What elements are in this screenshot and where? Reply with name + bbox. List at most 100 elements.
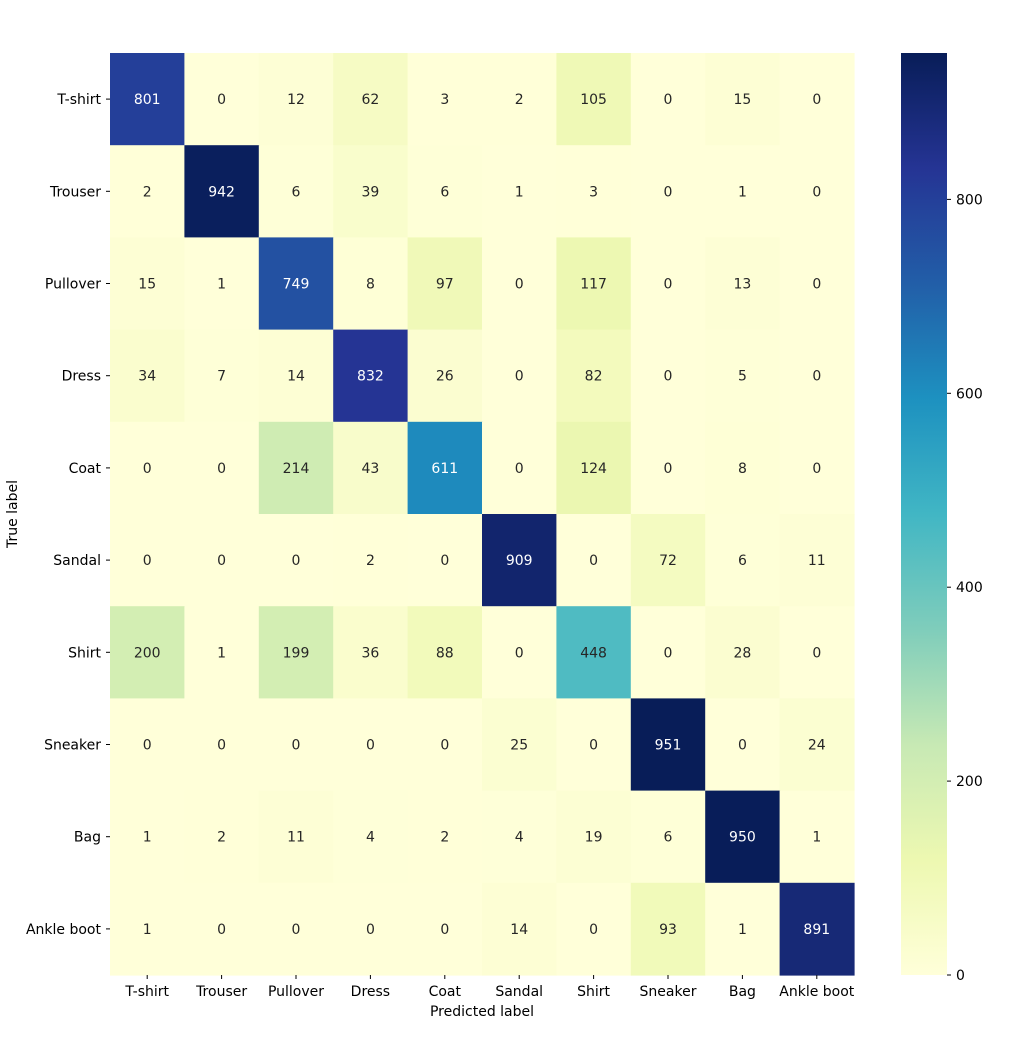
cell-value-label: 0 — [664, 369, 673, 385]
heatmap-cell — [258, 237, 334, 331]
cell-value-label: 951 — [655, 738, 682, 754]
cell-value-label: 82 — [585, 369, 603, 385]
cell-value-label: 1 — [738, 184, 747, 200]
heatmap-cell — [779, 514, 855, 607]
cell-value-label: 0 — [812, 92, 821, 108]
y-tick-labels: T-shirt Trouser Pullover Dress Coat Sandal Shi… — [26, 92, 110, 938]
heatmap-cell — [556, 514, 632, 607]
heatmap-cell — [705, 698, 781, 792]
x-tick-label: Ankle boot — [779, 984, 855, 1000]
x-tick-labels: T-shirt Trouser Pullover Dress Coat Sandal Shi… — [124, 975, 855, 1000]
heatmap-cell — [630, 882, 706, 976]
heatmap-cell — [705, 421, 781, 515]
heatmap-cell — [407, 53, 483, 146]
y-tick-label: Trouser — [49, 184, 101, 200]
x-tick-label: Pullover — [268, 984, 324, 1000]
heatmap-cell — [407, 698, 483, 792]
heatmap-cell — [184, 421, 260, 515]
cell-value-label: 0 — [664, 461, 673, 477]
heatmap-cell — [333, 790, 409, 884]
heatmap-cell — [184, 790, 260, 884]
cell-value-label: 0 — [292, 738, 301, 754]
cell-value-label: 0 — [217, 92, 226, 108]
cell-value-label: 14 — [510, 922, 528, 938]
heatmap-cell — [482, 237, 557, 331]
cell-value-label: 2 — [366, 553, 375, 569]
heatmap-cell — [184, 145, 260, 238]
heatmap-cell — [630, 698, 706, 792]
heatmap-cell — [630, 514, 706, 607]
heatmap-cell — [779, 329, 855, 423]
heatmap-cell — [705, 329, 781, 423]
cell-value-label: 0 — [440, 922, 449, 938]
cell-value-label: 0 — [217, 553, 226, 569]
cell-value-label: 39 — [361, 184, 379, 200]
heatmap-cell — [779, 698, 855, 792]
cell-value-label: 0 — [812, 184, 821, 200]
colorbar-tick-label: 800 — [956, 192, 983, 208]
heatmap-cell — [333, 606, 409, 699]
colorbar-tick-label: 600 — [956, 386, 983, 402]
heatmap-cell — [556, 145, 632, 238]
heatmap-cell — [705, 145, 781, 238]
cell-value-label: 36 — [361, 645, 379, 661]
cell-value-label: 0 — [515, 645, 524, 661]
cell-value-label: 2 — [143, 184, 152, 200]
cell-value-label: 72 — [659, 553, 677, 569]
cell-value-label: 0 — [664, 92, 673, 108]
cell-value-label: 199 — [283, 645, 310, 661]
cell-value-label: 942 — [208, 184, 235, 200]
cell-value-label: 0 — [664, 184, 673, 200]
cell-value-label: 5 — [738, 369, 747, 385]
cell-value-label: 93 — [659, 922, 677, 938]
colorbar-ticks: 0 200 400 600 800 — [947, 192, 983, 984]
heatmap-cell — [258, 329, 334, 423]
heatmap-cell — [556, 237, 632, 331]
heatmap-cell — [779, 145, 855, 238]
heatmap-cell — [630, 329, 706, 423]
heatmap-cell — [482, 514, 557, 607]
heatmap-cell — [482, 421, 557, 515]
heatmap-cell — [630, 145, 706, 238]
heatmap-cell — [110, 145, 185, 238]
cell-value-label: 611 — [431, 461, 458, 477]
cell-value-label: 105 — [580, 92, 607, 108]
cell-value-label: 88 — [436, 645, 454, 661]
heatmap-cell — [407, 145, 483, 238]
y-tick-label: Shirt — [68, 645, 101, 661]
heatmap-cell — [258, 421, 334, 515]
cell-value-label: 448 — [580, 645, 607, 661]
heatmap-cell — [407, 882, 483, 976]
cell-value-label: 0 — [812, 461, 821, 477]
heatmap-cell — [556, 421, 632, 515]
colorbar-tick-label: 0 — [956, 968, 965, 984]
cell-value-label: 0 — [440, 553, 449, 569]
y-tick-label: T-shirt — [56, 92, 101, 108]
cell-value-label: 1 — [812, 830, 821, 846]
cell-value-label: 3 — [589, 184, 598, 200]
cell-value-label: 6 — [440, 184, 449, 200]
heatmap-cell — [705, 882, 781, 976]
cell-value-label: 6 — [738, 553, 747, 569]
heatmap-cell — [333, 698, 409, 792]
heatmap-cell — [110, 698, 185, 792]
x-tick-label: Shirt — [577, 984, 610, 1000]
heatmap-cell — [407, 514, 483, 607]
heatmap-cell — [630, 606, 706, 699]
heatmap-cell — [110, 790, 185, 884]
x-tick-label: Sneaker — [640, 984, 697, 1000]
cell-value-label: 15 — [138, 277, 156, 293]
x-tick-label: Coat — [429, 984, 462, 1000]
cell-value-label: 1 — [515, 184, 524, 200]
cell-value-label: 0 — [515, 369, 524, 385]
heatmap-cell — [184, 53, 260, 146]
cell-value-label: 0 — [292, 922, 301, 938]
cell-value-label: 200 — [134, 645, 161, 661]
heatmap-cell — [258, 790, 334, 884]
cell-value-label: 6 — [664, 830, 673, 846]
heatmap-cell — [258, 606, 334, 699]
cell-value-label: 11 — [287, 830, 305, 846]
cell-value-label: 24 — [808, 738, 826, 754]
heatmap-cell — [705, 53, 781, 146]
cell-value-label: 0 — [366, 738, 375, 754]
